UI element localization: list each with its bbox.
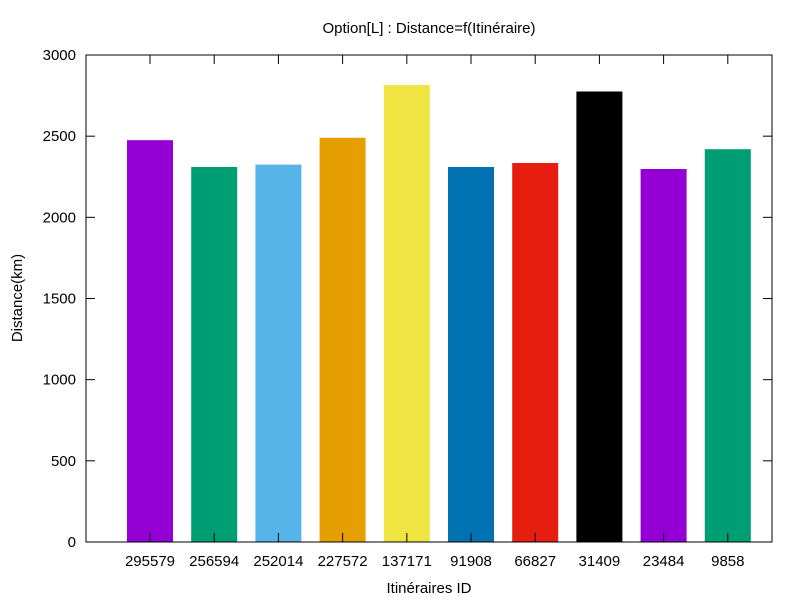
plot-frame bbox=[85, 54, 773, 543]
x-axis-label: Itinéraires ID bbox=[386, 580, 471, 597]
bars-layer bbox=[127, 85, 751, 543]
x-tick-label: 66827 bbox=[514, 553, 556, 570]
x-tick-label: 137171 bbox=[382, 553, 432, 570]
x-tick-label: 9858 bbox=[711, 553, 744, 570]
x-tick-label: 252014 bbox=[253, 553, 303, 570]
ticks-layer: 295579 256594 252014 227572 137171 91908 66827… bbox=[43, 47, 772, 570]
x-tick-label: 23484 bbox=[643, 553, 685, 570]
bar-137171 bbox=[383, 85, 430, 542]
y-tick-label: 500 bbox=[51, 453, 76, 470]
bar-227572 bbox=[319, 137, 366, 543]
bar-295579 bbox=[127, 140, 173, 542]
y-tick-label: 1500 bbox=[43, 291, 76, 308]
x-tick-label: 31409 bbox=[579, 553, 621, 570]
y-tick-label: 1000 bbox=[43, 372, 76, 389]
bar-256594 bbox=[191, 167, 238, 542]
bar-91908 bbox=[448, 167, 494, 542]
y-tick-label: 2000 bbox=[43, 209, 76, 226]
bar-23484 bbox=[640, 169, 687, 542]
y-tick-label: 2500 bbox=[43, 128, 76, 145]
y-tick-label: 3000 bbox=[43, 47, 76, 64]
bar-31409 bbox=[576, 91, 623, 542]
y-tick-label: 0 bbox=[68, 534, 76, 551]
x-tick-label: 91908 bbox=[450, 553, 492, 570]
x-tick-label: 256594 bbox=[189, 553, 239, 570]
chart-title: Option[L] : Distance=f(Itinéraire) bbox=[322, 20, 535, 37]
bar-252014 bbox=[255, 164, 302, 542]
x-tick-label: 227572 bbox=[318, 553, 368, 570]
x-tick-label: 295579 bbox=[125, 553, 175, 570]
bar-66827 bbox=[512, 163, 559, 542]
bar-9858 bbox=[704, 149, 751, 542]
y-axis-label: Distance(km) bbox=[9, 254, 26, 342]
